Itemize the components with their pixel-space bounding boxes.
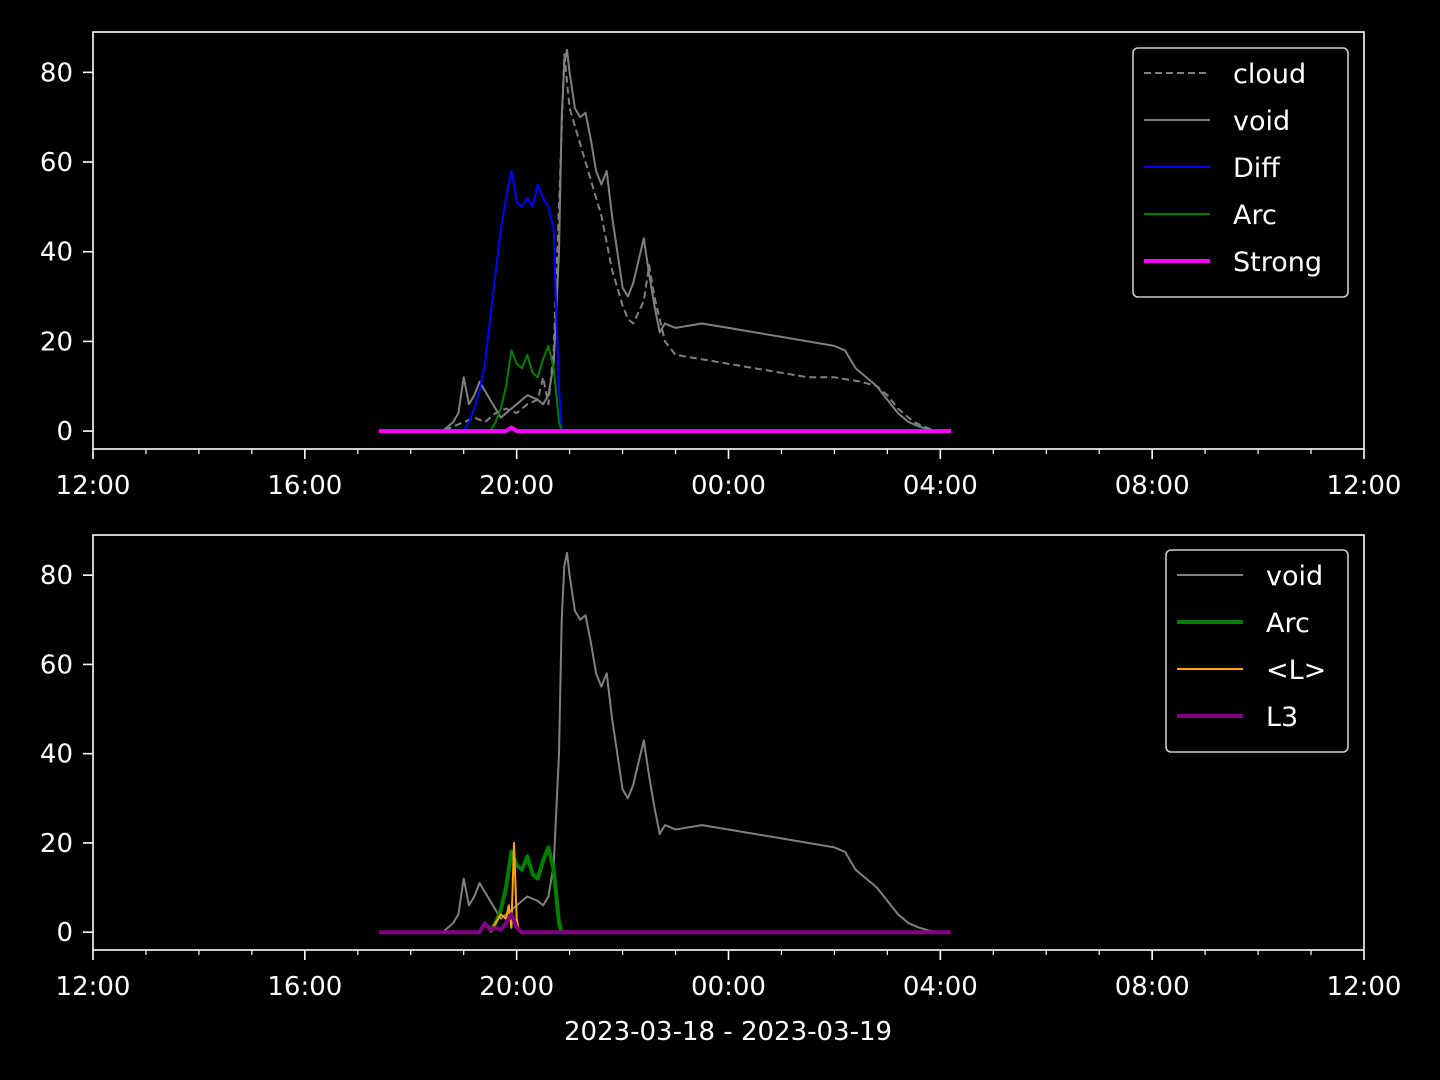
series-line-l [489, 841, 521, 933]
x-tick-label: 16:00 [267, 471, 342, 501]
x-tick-label: 12:00 [56, 471, 131, 501]
series-line-diff [462, 170, 563, 432]
y-tick-label: 20 [40, 829, 73, 859]
series-line-arc [489, 344, 563, 432]
x-axis-label: 2023-03-18 - 2023-03-19 [564, 1017, 892, 1047]
x-tick-label: 04:00 [903, 972, 978, 1002]
series-line-void [379, 551, 941, 934]
x-tick-label: 12:00 [1327, 972, 1402, 1002]
x-tick-label: 08:00 [1115, 471, 1190, 501]
y-tick-label: 0 [56, 417, 73, 447]
x-tick-label: 12:00 [56, 972, 131, 1002]
legend-box [1132, 47, 1349, 298]
y-tick-label: 20 [40, 327, 73, 357]
x-tick-label: 00:00 [691, 471, 766, 501]
bottom-plot: 0 20 40 60 80 12:00 16:00 20:00 00:00 04:00 08:00 1… [40, 534, 1402, 1002]
y-tick-label: 40 [40, 740, 73, 770]
legend-box [1165, 549, 1349, 753]
legend-entry-label: L3 [1266, 702, 1298, 733]
x-tick-label: 04:00 [903, 471, 978, 501]
series-line-void [379, 48, 941, 433]
legend: cloud void Diff Arc Strong [1132, 47, 1349, 298]
series-line-cloud [379, 53, 951, 433]
series-line-arc [488, 845, 564, 934]
x-tick-label: 08:00 [1115, 972, 1190, 1002]
legend-entry-label: void [1233, 106, 1290, 137]
x-tick-label: 16:00 [267, 972, 342, 1002]
legend-entry-label: Arc [1233, 200, 1277, 231]
top-plot: 0 20 40 60 80 12:00 16:00 20:00 00:00 04:00 08:00 1… [40, 31, 1402, 501]
legend: void Arc <L> L3 [1165, 549, 1349, 753]
legend-entry-label: cloud [1233, 59, 1306, 90]
legend-entry-label: void [1266, 561, 1323, 592]
x-tick-label: 20:00 [479, 972, 554, 1002]
legend-entry-label: Diff [1233, 153, 1281, 184]
y-tick-label: 40 [40, 238, 73, 268]
series-line-l3 [379, 912, 951, 935]
y-tick-label: 80 [40, 561, 73, 591]
y-tick-label: 60 [40, 148, 73, 178]
x-tick-label: 20:00 [479, 471, 554, 501]
y-tick-label: 80 [40, 58, 73, 88]
y-tick-label: 0 [56, 918, 73, 948]
series-line-strong [379, 425, 951, 434]
x-tick-label: 00:00 [691, 972, 766, 1002]
legend-entry-label: Strong [1233, 247, 1322, 278]
y-tick-label: 60 [40, 650, 73, 680]
x-tick-label: 12:00 [1327, 471, 1402, 501]
legend-entry-label: Arc [1266, 608, 1310, 639]
legend-entry-label: <L> [1266, 655, 1326, 686]
